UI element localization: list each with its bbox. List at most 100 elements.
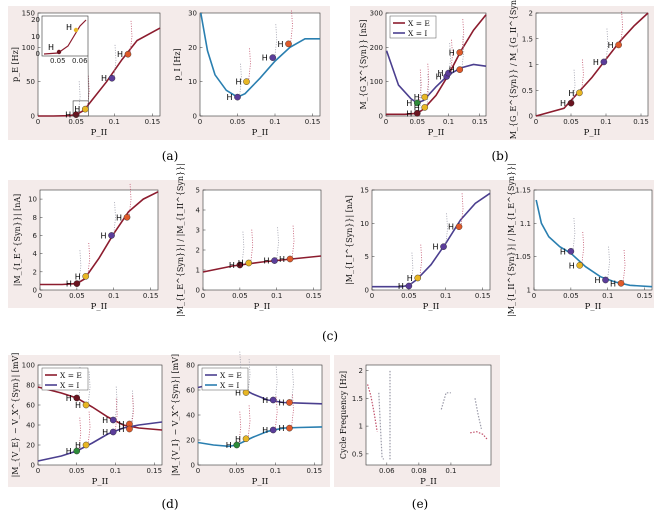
- x-tick-label: 0.1: [271, 292, 282, 300]
- y-tick-label: 1: [196, 267, 200, 275]
- unstable-branch: [86, 75, 90, 110]
- hopf-point: [108, 232, 115, 239]
- hopf-point: [81, 105, 89, 113]
- y-axis-label: M_{G_E^{Syn}} / M_{G_II^{Syn}}: [509, 0, 518, 139]
- legend-label: X = I: [60, 381, 79, 390]
- unstable-branch: [113, 44, 117, 79]
- hopf-point: [269, 426, 277, 434]
- x-tick-label: 0.06: [379, 467, 395, 475]
- plot-area: [533, 189, 653, 291]
- y-tick-label: 100: [370, 78, 383, 86]
- plot-area: [371, 189, 491, 291]
- inset-line: [43, 19, 87, 55]
- hopf-point: [269, 396, 277, 404]
- x-tick-label: 0: [201, 292, 205, 300]
- y-tick-label: 2: [33, 268, 37, 276]
- hopf-point: [73, 394, 81, 402]
- x-tick-label: 0.15: [637, 292, 653, 300]
- unstable-branch: [290, 9, 293, 44]
- y-tick-label: 6: [33, 232, 38, 240]
- y-tick-label: 1.05: [515, 253, 531, 261]
- x-tick-label: 0.05: [409, 118, 425, 126]
- unstable-branch: [248, 47, 251, 82]
- hopf-label: H: [279, 255, 285, 264]
- x-axis-label: P_II: [254, 302, 271, 312]
- hopf-point: [233, 441, 241, 449]
- hopf-point: [243, 78, 250, 85]
- panel-caption: (a): [162, 149, 179, 163]
- hopf-label: H: [414, 93, 420, 102]
- unstable-branch: [291, 394, 294, 429]
- y-tick-label: 50: [26, 78, 35, 86]
- hopf-label: H: [449, 66, 455, 75]
- hopf-label: H: [264, 257, 270, 266]
- hopf-label: H: [102, 416, 108, 425]
- hopf-point: [108, 74, 116, 82]
- hopf-label: H: [118, 420, 124, 429]
- hopf-point: [285, 40, 292, 48]
- hopf-point: [456, 66, 464, 73]
- hopf-point: [109, 428, 117, 436]
- unstable-branch: [128, 183, 132, 218]
- hopf-point: [242, 389, 250, 396]
- inset-hopf-point: [73, 27, 79, 33]
- unstable-branch: [247, 404, 251, 439]
- x-tick-label: 0.05: [401, 292, 417, 300]
- hopf-label: H: [226, 441, 232, 450]
- hopf-point: [269, 54, 277, 61]
- x-tick-label: 0.1: [109, 118, 120, 126]
- panel-caption: (d): [161, 497, 178, 511]
- x-tick-label: 0: [38, 292, 42, 300]
- hopf-point: [421, 93, 429, 101]
- hopf-point: [617, 280, 625, 287]
- hopf-point: [413, 99, 421, 107]
- x-tick-label: 0.1: [110, 467, 121, 475]
- hopf-point: [82, 401, 90, 409]
- series-line-X-=-E: [386, 14, 487, 116]
- unstable-branch: [418, 68, 422, 103]
- hopf-label: H: [262, 396, 268, 405]
- x-axis-label: P_II: [252, 477, 269, 487]
- hopf-label: H: [262, 54, 268, 63]
- x-axis-label: P_II: [92, 477, 109, 487]
- series-line-X-=-I: [37, 421, 163, 462]
- x-tick-label: 0.05: [229, 467, 245, 475]
- unstable-branch: [239, 63, 242, 98]
- y-tick-label: 10: [188, 78, 197, 86]
- hopf-label: H: [407, 274, 413, 283]
- x-axis-label: P_II: [584, 128, 601, 138]
- unstable-branch: [419, 243, 423, 279]
- hopf-point: [405, 282, 413, 290]
- hopf-label: H: [436, 73, 442, 82]
- x-tick-label: 0: [36, 118, 40, 126]
- y-tick-label: 1.5: [522, 35, 533, 43]
- unstable-branch: [113, 201, 116, 236]
- x-tick-label: 0: [196, 467, 200, 475]
- unstable-branch: [581, 231, 585, 266]
- y-tick-label: 0: [379, 113, 383, 121]
- hopf-label: H: [438, 69, 444, 78]
- hopf-label: H: [101, 231, 107, 240]
- legend-label: X = E: [60, 371, 82, 380]
- inset-box: [41, 15, 89, 57]
- chart-c1: 0 0.05 0.1 0.15 0 2 4 6 8 10 P_II |M_{I_E^{Syn}}| […: [13, 183, 158, 312]
- hopf-label: H: [238, 259, 244, 268]
- inset-x-tick: 0.05: [50, 57, 66, 65]
- unstable-branch: [291, 224, 295, 260]
- x-tick-label: 0.1: [600, 118, 611, 126]
- x-tick-label: 0.15: [305, 118, 321, 126]
- unstable-branch: [461, 18, 465, 53]
- y-tick-label: 30: [188, 10, 197, 18]
- panel-caption: (c): [322, 329, 338, 343]
- y-tick-label: 40: [26, 422, 35, 430]
- x-tick-label: 0.1: [443, 118, 454, 126]
- unstable-branch: [131, 394, 134, 430]
- x-tick-label: 0.05: [563, 118, 579, 126]
- hopf-point: [123, 213, 131, 221]
- hopf-point: [271, 257, 278, 264]
- legend-label: X = I: [220, 381, 239, 390]
- hopf-label: H: [608, 41, 614, 50]
- unstable-branch: [607, 245, 610, 281]
- chart-e1: 0.06 0.08 0.1 0.5 1 1.5 2 P_II Cycle Frequency […: [339, 364, 492, 487]
- hopf-point: [242, 435, 250, 443]
